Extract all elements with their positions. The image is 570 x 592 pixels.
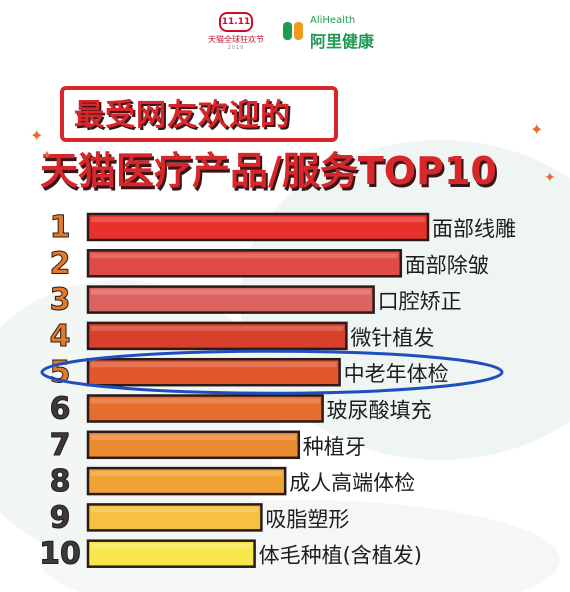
tmall-logo: 11.11 天猫全球狂欢节 2019 [197, 12, 275, 51]
category-label: 成人高端体检 [289, 471, 415, 495]
alihealth-en: AliHealth [310, 15, 356, 26]
category-label: 体毛种植(含植发) [259, 544, 422, 568]
bar-shine [91, 398, 320, 404]
bar-shine [91, 362, 337, 368]
bar [86, 430, 301, 460]
tmall-logo-year: 2019 [227, 45, 245, 51]
bar-shine [91, 217, 425, 222]
alihealth-leaf-icon [283, 22, 303, 40]
title-line1-text: 最受网友欢迎的 [74, 98, 291, 133]
sparkle-icon: ✦ [42, 148, 53, 162]
category-label: 面部除皱 [405, 253, 489, 277]
category-label: 微针植发 [350, 326, 434, 350]
rank-label: 4 [50, 319, 71, 354]
bar [86, 357, 341, 387]
bar-shine [91, 507, 259, 513]
logo-bar: 11.11 天猫全球狂欢节 2019 AliHealth 阿里健康 [0, 8, 570, 51]
category-label: 吸脂塑形 [265, 507, 349, 531]
bar-shine [91, 434, 296, 440]
rank-label: 3 [50, 283, 71, 318]
title-line2: 天猫医疗产品/服务TOP10 [40, 149, 497, 193]
bar [86, 539, 256, 568]
rank-label: 5 [50, 355, 71, 390]
title-line1: 最受网友欢迎的 [60, 86, 338, 142]
sparkle-icon: ✦ [30, 126, 44, 145]
category-label: 面部线雕 [432, 217, 516, 241]
rank-label: 7 [50, 428, 71, 463]
bar [86, 249, 403, 278]
bar-shine [91, 543, 252, 549]
alihealth-logo: AliHealth 阿里健康 [282, 14, 392, 51]
rank-label: 9 [50, 500, 71, 535]
rank-label: 6 [50, 392, 71, 427]
sparkle-icon: ✦ [530, 120, 544, 139]
bar [86, 285, 375, 314]
title-bracket [60, 86, 338, 142]
bar [86, 321, 348, 351]
bar-shine [91, 471, 283, 477]
category-label: 口腔矫正 [378, 290, 462, 314]
bar-shine [91, 253, 398, 259]
rank-label: 1 [50, 210, 71, 245]
alihealth-cn: 阿里健康 [310, 32, 375, 51]
rank-label: 8 [50, 464, 71, 499]
rank-label: 2 [50, 246, 71, 281]
rank-label: 10 [39, 537, 81, 572]
sparkle-icon: ✦ [544, 170, 556, 186]
bar [86, 212, 430, 242]
bar-shine [91, 325, 344, 331]
bar [86, 466, 287, 496]
category-label: 玻尿酸填充 [327, 399, 432, 423]
bar [86, 503, 263, 532]
tmall-mark-icon: 11.11 [219, 12, 253, 32]
category-label: 中老年体检 [344, 362, 449, 386]
bar-shine [91, 289, 371, 295]
category-label: 种植牙 [303, 435, 366, 459]
highlight-ring [40, 349, 504, 395]
tmall-logo-text: 天猫全球狂欢节 [208, 35, 264, 44]
bar [86, 394, 324, 423]
